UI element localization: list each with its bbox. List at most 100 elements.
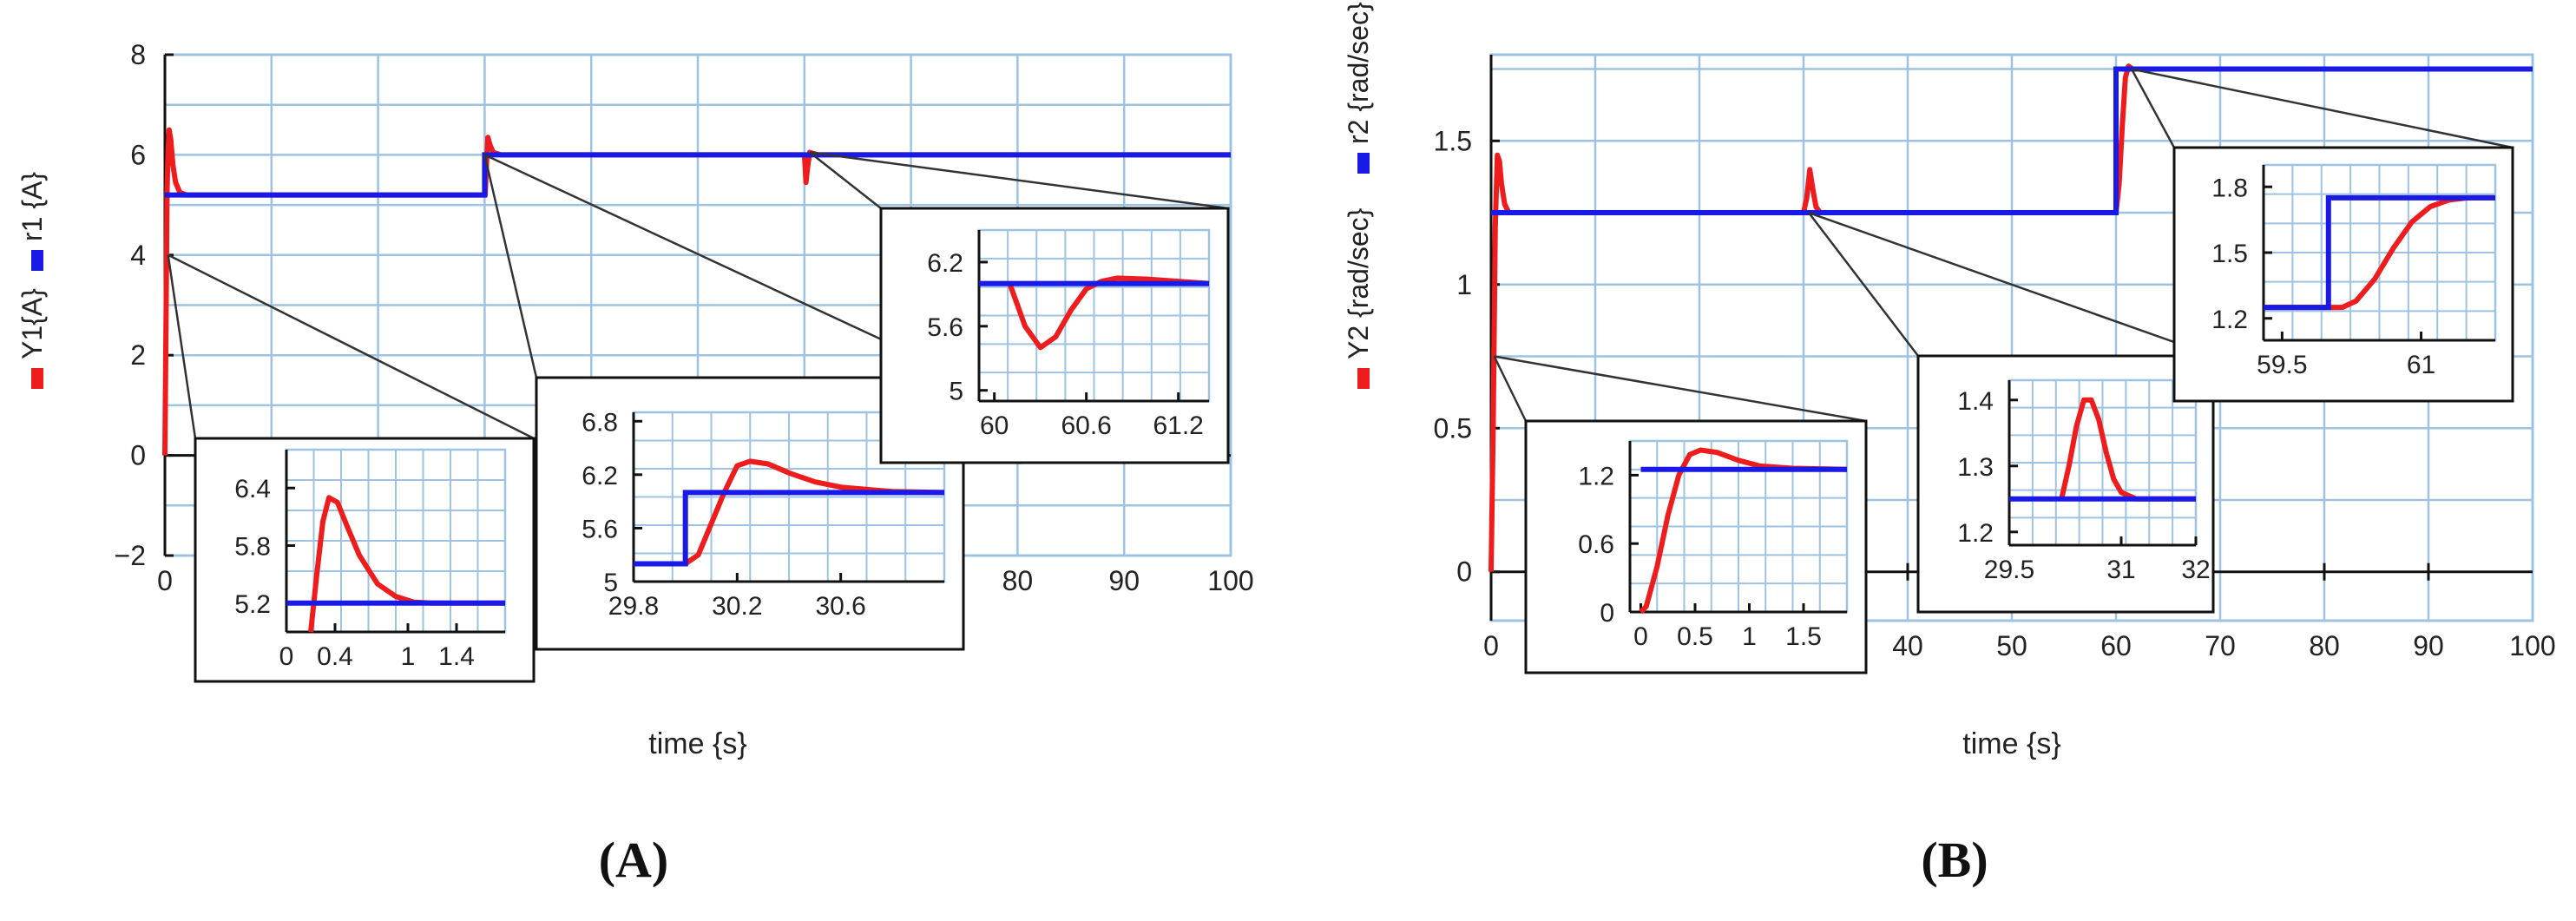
inset-chart: 60 60.6 61.2 5 5.6 6.2	[879, 207, 1230, 464]
y-tick-label: 8	[130, 39, 146, 70]
panel-label: (B)	[1921, 832, 1988, 888]
inset-x-tick-label: 0	[279, 642, 294, 671]
zoom-connector-line	[1808, 211, 2214, 358]
legend-label: r2 {rad/sec}	[1343, 2, 1374, 144]
inset-x-tick-label: 59.5	[2257, 351, 2307, 379]
inset-x-tick-label: 61	[2407, 351, 2435, 379]
zoom-connector-line	[809, 151, 1229, 210]
zoom-connector-line	[1493, 355, 1528, 422]
x-tick-label: 80	[1002, 565, 1034, 596]
legend-swatch	[31, 368, 43, 389]
inset-y-tick-label: 6.2	[582, 462, 618, 490]
inset-response-line	[1639, 447, 1848, 615]
y-tick-label: 6	[130, 139, 146, 170]
zoom-connector-line	[2130, 68, 2176, 148]
x-tick-label: 40	[1892, 630, 1923, 661]
x-tick-label: 50	[1996, 630, 2027, 661]
inset-x-tick-label: 29.5	[1984, 556, 2034, 584]
inset-x-tick-label: 0.5	[1677, 622, 1713, 651]
x-tick-label: 80	[2309, 630, 2340, 661]
inset-response-line	[634, 458, 945, 567]
response-line	[1488, 63, 2533, 572]
inset-y-tick-label: 1.2	[1578, 462, 1614, 490]
x-tick-label: 100	[1207, 565, 1253, 596]
legend: Y2 {rad/sec} r2 {rad/sec}	[1343, 2, 1374, 389]
zoom-connector-line	[2131, 68, 2514, 149]
y-tick-label: 1.5	[1434, 125, 1472, 156]
inset-chart: 59.5 61 1.2 1.5 1.8	[2172, 146, 2514, 403]
legend-label: Y2 {rad/sec}	[1343, 207, 1374, 359]
y-tick-label: 2	[130, 339, 146, 371]
inset-y-tick-label: 0	[1600, 599, 1614, 628]
x-tick-label: 70	[2205, 630, 2236, 661]
zoom-connector-line	[167, 254, 197, 439]
inset-y-tick-label: 5.2	[234, 590, 271, 619]
inset-y-tick-label: 6.4	[234, 475, 271, 503]
legend-swatch	[31, 250, 43, 271]
legend-swatch	[1357, 153, 1370, 174]
y-tick-label: 4	[130, 240, 146, 271]
inset-y-tick-label: 0.6	[1578, 530, 1614, 559]
legend-label: Y1{A}	[16, 288, 48, 359]
inset-x-tick-label: 32	[2181, 556, 2210, 584]
inset-y-tick-label: 5	[949, 378, 963, 406]
zoom-connector-line	[1494, 355, 1867, 423]
x-tick-label: 90	[2413, 630, 2444, 661]
inset-x-tick-label: 30.6	[815, 592, 865, 621]
x-tick-label: 0	[157, 565, 173, 596]
inset-x-tick-label: 31	[2106, 556, 2135, 584]
inset-y-tick-label: 5.8	[234, 533, 271, 562]
y-tick-label: 1	[1456, 269, 1472, 300]
inset-y-tick-label: 1.3	[1957, 453, 1994, 482]
zoom-connector-line	[809, 151, 882, 209]
legend-swatch	[1357, 368, 1370, 389]
inset-y-tick-label: 1.5	[2211, 240, 2248, 268]
inset-response-line	[1007, 275, 1210, 351]
inset-x-tick-label: 29.8	[608, 592, 659, 621]
inset-reference-line	[2264, 194, 2495, 311]
panel-a-chart: 0102030405060708090100−20246800.411.45.2…	[16, 39, 1254, 888]
y-tick-label: 0	[130, 440, 146, 471]
inset-x-tick-label: 0.4	[317, 642, 353, 671]
inset-box	[2172, 146, 2514, 403]
reference-line	[165, 152, 1231, 198]
inset-chart: 0 0.5 1 1.5 0 0.6 1.2	[1524, 419, 1868, 674]
inset-y-tick-label: 1.8	[2211, 174, 2248, 202]
inset-x-tick-label: 30.2	[712, 592, 762, 621]
inset-x-tick-label: 1.4	[438, 642, 475, 671]
y-tick-label: 0.5	[1434, 412, 1472, 444]
inset-box	[1524, 419, 1868, 674]
x-axis-label: time {s}	[648, 727, 746, 760]
inset-x-tick-label: 60.6	[1061, 411, 1111, 440]
inset-y-tick-label: 6.2	[927, 249, 963, 278]
inset-y-tick-label: 5.6	[927, 313, 963, 342]
inset-y-tick-label: 1.2	[2211, 306, 2248, 334]
x-tick-label: 100	[2509, 630, 2555, 661]
legend-label: r1 {A}	[16, 172, 48, 241]
inset-chart: 29.5 31 32 1.2 1.3 1.4	[1916, 354, 2215, 614]
inset-y-tick-label: 6.8	[582, 408, 618, 437]
inset-x-tick-label: 1.5	[1785, 622, 1822, 651]
inset-x-tick-label: 1	[401, 642, 416, 671]
zoom-connector-line	[168, 253, 535, 440]
legend: Y1{A} r1 {A}	[16, 172, 48, 389]
inset-x-tick-label: 1	[1742, 622, 1757, 651]
x-tick-label: 90	[1108, 565, 1140, 596]
inset-x-tick-label: 61.2	[1153, 411, 1203, 440]
inset-x-tick-label: 0	[1633, 622, 1648, 651]
inset-chart: 0 0.4 1 1.4 5.2 5.8 6.4	[194, 437, 536, 683]
inset-y-tick-label: 5	[603, 569, 618, 597]
x-tick-label: 0	[1483, 630, 1499, 661]
zoom-connector-line	[1808, 212, 1919, 357]
zoom-connector-line	[483, 155, 538, 378]
inset-y-tick-label: 1.2	[1957, 519, 1994, 548]
panel-b-chart: 010203040506070809010000.511.500.511.500…	[1343, 2, 2556, 888]
reference-line	[1491, 66, 2533, 215]
panel-label: (A)	[599, 832, 669, 888]
y-tick-label: 0	[1456, 556, 1472, 588]
y-tick-label: −2	[115, 540, 146, 571]
x-axis-label: time {s}	[1962, 727, 2060, 760]
inset-y-tick-label: 5.6	[582, 515, 618, 543]
inset-reference-line	[634, 490, 944, 567]
